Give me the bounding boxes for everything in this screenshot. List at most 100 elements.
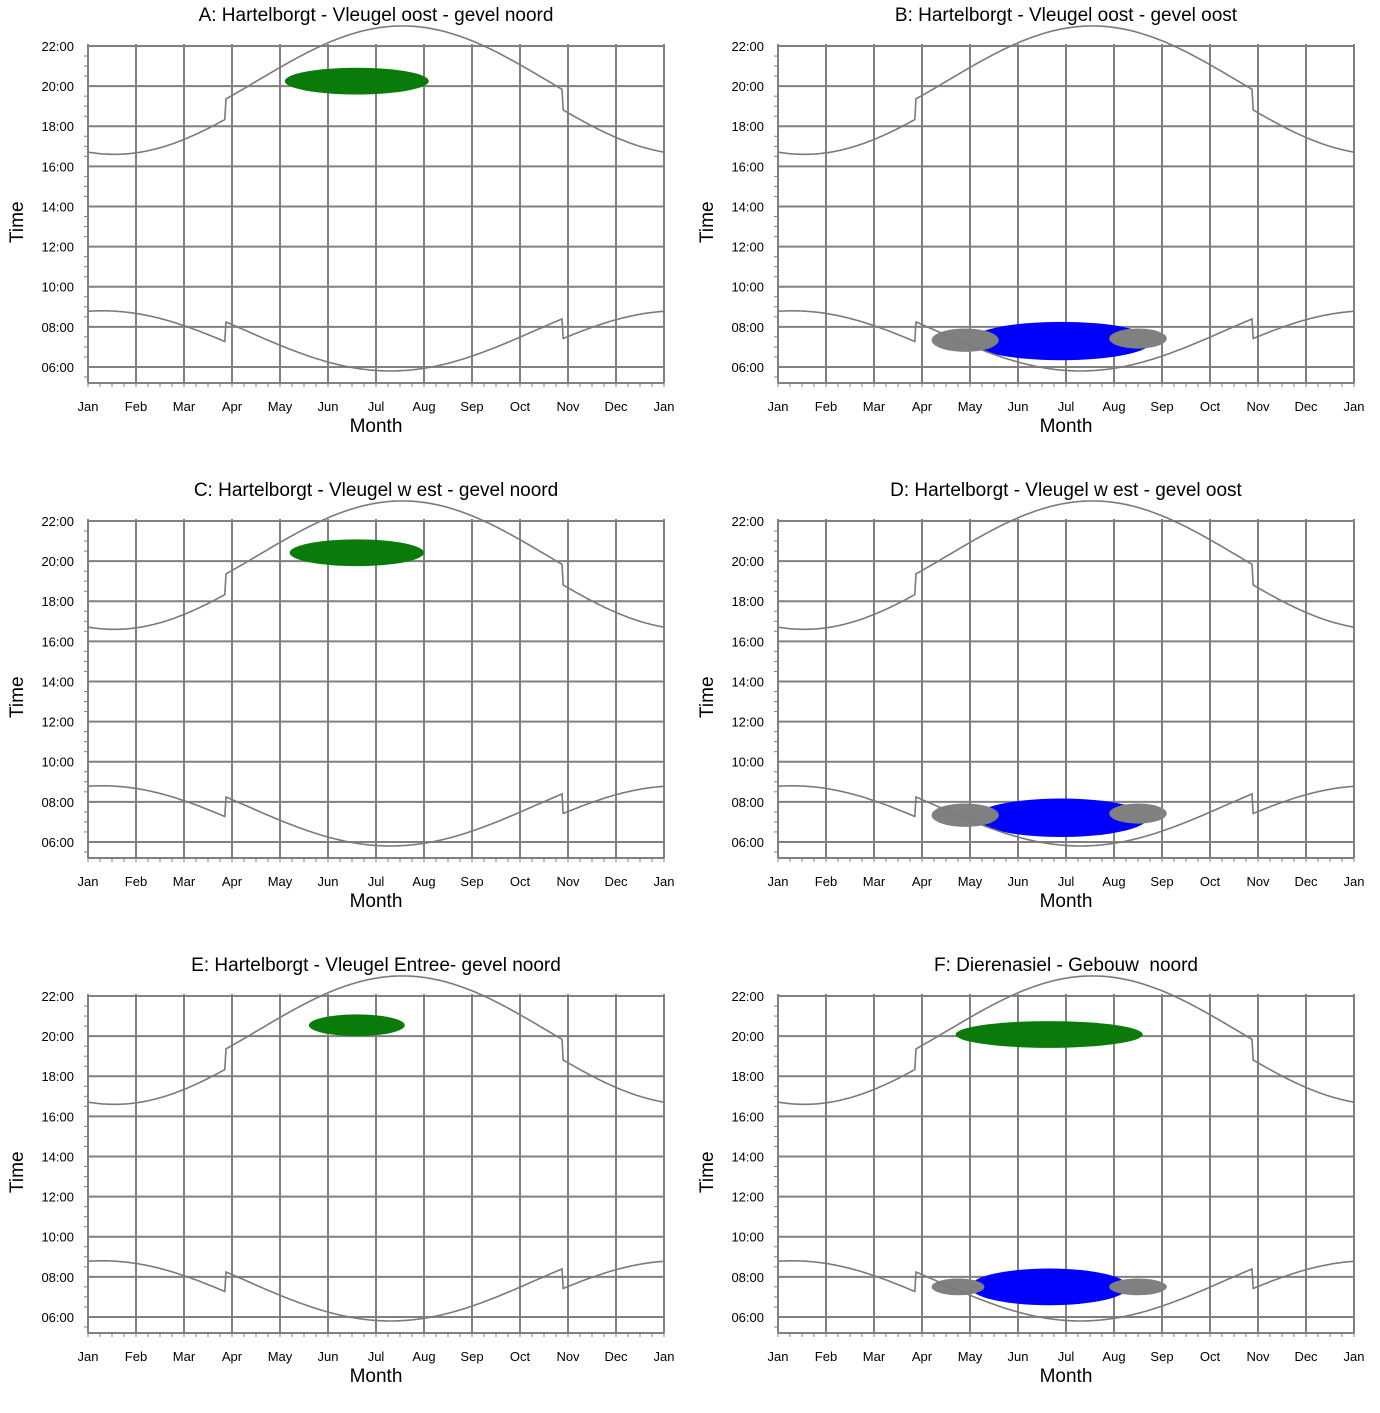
y-tick-label: 08:00 bbox=[41, 795, 74, 810]
y-tick-label: 20:00 bbox=[41, 554, 74, 569]
x-tick-label: Sep bbox=[1150, 399, 1173, 414]
x-tick-label: Jan bbox=[1344, 399, 1365, 414]
x-tick-label: Nov bbox=[1246, 399, 1270, 414]
x-axis-label: Month bbox=[1039, 891, 1093, 912]
x-tick-label: Jul bbox=[1058, 399, 1075, 414]
y-tick-label: 06:00 bbox=[731, 835, 764, 850]
x-tick-label: Feb bbox=[125, 399, 147, 414]
y-tick-label: 18:00 bbox=[731, 594, 764, 609]
y-tick-label: 14:00 bbox=[41, 674, 74, 689]
chart-title: D: Hartelborgt - Vleugel w est - gevel o… bbox=[890, 480, 1242, 501]
chart-panel-e: E: Hartelborgt - Vleugel Entree- gevel n… bbox=[0, 950, 690, 1413]
chart-plot: 06:00 08:00 10:00 12:00 14:00 16:00 18:00 20:00… bbox=[41, 500, 674, 889]
x-tick-label: Jan bbox=[654, 399, 675, 414]
x-tick-label: Apr bbox=[912, 874, 933, 889]
x-tick-label: Jan bbox=[768, 1349, 789, 1364]
x-axis-label: Month bbox=[349, 1366, 403, 1387]
x-tick-label: Oct bbox=[510, 874, 531, 889]
sunset-curve bbox=[87, 500, 665, 631]
y-tick-label: 18:00 bbox=[731, 119, 764, 134]
y-tick-label: 08:00 bbox=[41, 320, 74, 335]
y-tick-label: 22:00 bbox=[731, 514, 764, 529]
y-tick-label: 18:00 bbox=[731, 1069, 764, 1084]
y-tick-label: 14:00 bbox=[731, 1149, 764, 1164]
x-tick-label: May bbox=[268, 1349, 293, 1364]
y-tick-label: 16:00 bbox=[731, 634, 764, 649]
x-tick-label: Jan bbox=[768, 874, 789, 889]
x-tick-label: Sep bbox=[1150, 1349, 1173, 1364]
chart-panel-a: A: Hartelborgt - Vleugel oost - gevel no… bbox=[0, 0, 690, 463]
y-tick-label: 22:00 bbox=[731, 39, 764, 54]
y-tick-label: 22:00 bbox=[731, 989, 764, 1004]
exposure-area bbox=[931, 1278, 985, 1296]
y-tick-label: 08:00 bbox=[731, 320, 764, 335]
x-tick-label: Feb bbox=[125, 1349, 147, 1364]
sunrise-curve bbox=[777, 1260, 1355, 1322]
chart-plot: 06:00 08:00 10:00 12:00 14:00 16:00 18:00 20:00… bbox=[731, 25, 1365, 414]
x-tick-label: Feb bbox=[815, 1349, 837, 1364]
y-tick-label: 10:00 bbox=[731, 280, 764, 295]
chart-plot: 06:00 08:00 10:00 12:00 14:00 16:00 18:00 20:00… bbox=[41, 975, 675, 1364]
x-tick-label: Dec bbox=[1294, 399, 1318, 414]
x-tick-label: Aug bbox=[412, 399, 435, 414]
x-tick-label: Mar bbox=[173, 399, 196, 414]
exposure-area bbox=[308, 1014, 405, 1037]
x-tick-label: Sep bbox=[460, 1349, 483, 1364]
exposure-area bbox=[970, 321, 1153, 361]
x-tick-label: Apr bbox=[222, 874, 243, 889]
sunset-curve bbox=[777, 25, 1355, 156]
x-tick-label: Jan bbox=[78, 1349, 99, 1364]
chart-plot: 06:00 08:00 10:00 12:00 14:00 16:00 18:00 20:00… bbox=[41, 25, 675, 414]
x-axis-label: Month bbox=[349, 891, 403, 912]
x-tick-label: Aug bbox=[1102, 874, 1125, 889]
y-tick-label: 16:00 bbox=[731, 159, 764, 174]
exposure-area bbox=[931, 803, 999, 827]
chart-title: C: Hartelborgt - Vleugel w est - gevel n… bbox=[193, 480, 559, 501]
x-tick-label: Feb bbox=[815, 399, 837, 414]
x-tick-label: May bbox=[268, 874, 293, 889]
sunset-curve bbox=[777, 975, 1355, 1106]
x-tick-label: Dec bbox=[604, 399, 628, 414]
x-tick-label: Aug bbox=[1102, 1349, 1125, 1364]
sunset-curve bbox=[87, 975, 665, 1106]
x-tick-label: Jan bbox=[78, 874, 99, 889]
x-tick-label: Mar bbox=[863, 1349, 886, 1364]
y-tick-label: 10:00 bbox=[41, 1230, 74, 1245]
x-tick-label: Oct bbox=[1200, 1349, 1221, 1364]
x-tick-label: Aug bbox=[412, 874, 435, 889]
x-tick-label: Jan bbox=[1344, 874, 1365, 889]
y-tick-label: 22:00 bbox=[41, 514, 74, 529]
y-tick-label: 20:00 bbox=[731, 1029, 764, 1044]
x-tick-label: Dec bbox=[1294, 874, 1318, 889]
exposure-area bbox=[1109, 1278, 1167, 1296]
x-tick-label: May bbox=[958, 874, 983, 889]
y-tick-label: 16:00 bbox=[41, 159, 74, 174]
sunrise-curve bbox=[87, 785, 665, 847]
x-tick-label: Mar bbox=[863, 874, 886, 889]
y-tick-label: 06:00 bbox=[41, 360, 74, 375]
y-tick-label: 12:00 bbox=[731, 1190, 764, 1205]
x-tick-label: Nov bbox=[1246, 1349, 1270, 1364]
chart-panel-b: B: Hartelborgt - Vleugel oost - gevel oo… bbox=[690, 0, 1380, 463]
x-tick-label: Nov bbox=[556, 1349, 580, 1364]
x-tick-label: Jun bbox=[1008, 874, 1029, 889]
x-tick-label: Jan bbox=[654, 1349, 675, 1364]
x-tick-label: Jun bbox=[318, 399, 339, 414]
x-tick-label: Nov bbox=[1246, 874, 1270, 889]
y-tick-label: 10:00 bbox=[41, 280, 74, 295]
y-tick-label: 22:00 bbox=[41, 989, 74, 1004]
y-tick-label: 08:00 bbox=[41, 1270, 74, 1285]
sunrise-curve bbox=[87, 1260, 665, 1322]
x-tick-label: Dec bbox=[1294, 1349, 1318, 1364]
y-tick-label: 16:00 bbox=[41, 1109, 74, 1124]
x-tick-label: Oct bbox=[510, 399, 531, 414]
y-tick-label: 18:00 bbox=[41, 119, 74, 134]
chart-plot: 06:00 08:00 10:00 12:00 14:00 16:00 18:00 20:00… bbox=[731, 975, 1364, 1364]
x-tick-label: Jul bbox=[1058, 1349, 1075, 1364]
x-tick-label: Dec bbox=[604, 1349, 628, 1364]
y-tick-label: 14:00 bbox=[731, 674, 764, 689]
y-tick-label: 06:00 bbox=[41, 835, 74, 850]
y-tick-label: 12:00 bbox=[731, 240, 764, 255]
y-tick-label: 06:00 bbox=[731, 1310, 764, 1325]
